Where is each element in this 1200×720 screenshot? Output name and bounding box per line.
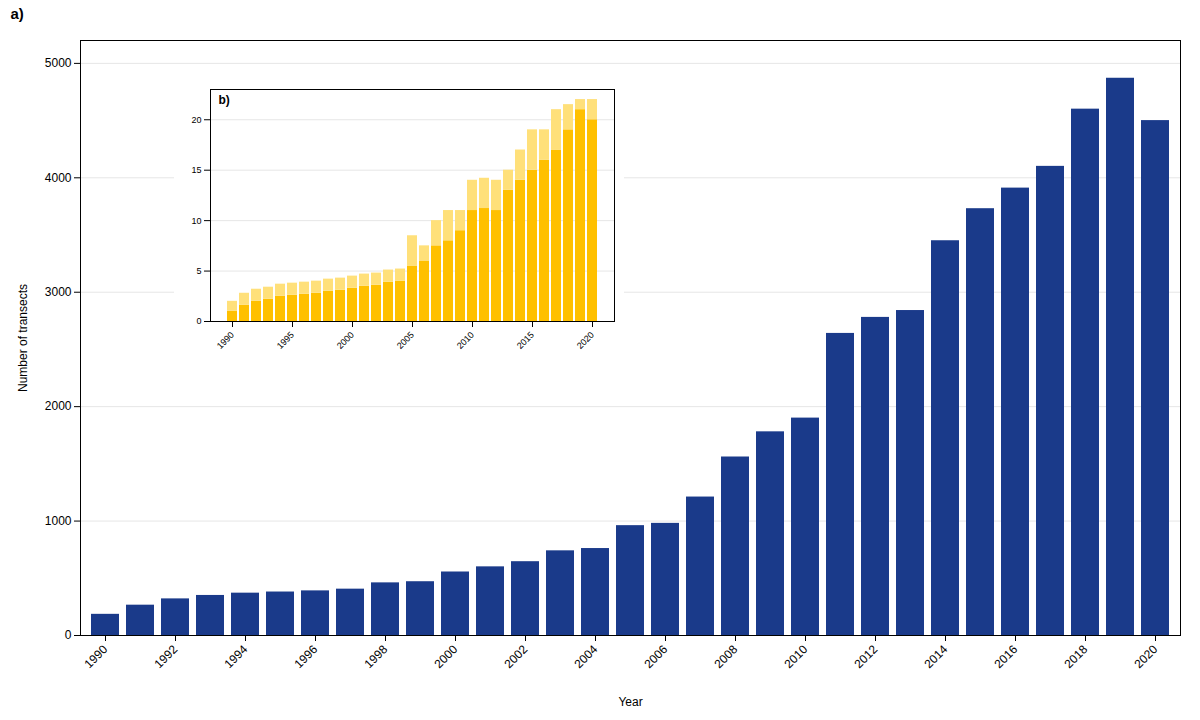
- svg-text:2012: 2012: [852, 642, 881, 671]
- svg-text:15: 15: [191, 165, 201, 175]
- svg-text:0: 0: [196, 316, 201, 326]
- svg-text:1990: 1990: [215, 330, 236, 351]
- svg-text:2016: 2016: [992, 642, 1021, 671]
- svg-text:2010: 2010: [782, 642, 811, 671]
- svg-text:1996: 1996: [292, 642, 321, 671]
- svg-text:2000: 2000: [45, 399, 72, 413]
- svg-text:3000: 3000: [45, 285, 72, 299]
- svg-text:2015: 2015: [515, 330, 536, 351]
- svg-text:2006: 2006: [642, 642, 671, 671]
- svg-text:2002: 2002: [502, 642, 531, 671]
- svg-text:1000: 1000: [45, 514, 72, 528]
- svg-text:2000: 2000: [335, 330, 356, 351]
- svg-text:1998: 1998: [362, 642, 391, 671]
- svg-text:20: 20: [191, 115, 201, 125]
- svg-text:4000: 4000: [45, 171, 72, 185]
- svg-text:1990: 1990: [82, 642, 111, 671]
- svg-text:0: 0: [65, 628, 72, 642]
- svg-text:b): b): [219, 93, 230, 107]
- svg-text:2020: 2020: [1132, 642, 1161, 671]
- svg-text:2020: 2020: [575, 330, 596, 351]
- svg-text:Number of transects: Number of transects: [16, 284, 30, 392]
- svg-text:2004: 2004: [572, 642, 601, 671]
- svg-text:Year: Year: [618, 695, 642, 709]
- svg-text:5000: 5000: [45, 56, 72, 70]
- svg-text:2005: 2005: [395, 330, 416, 351]
- svg-text:2018: 2018: [1062, 642, 1091, 671]
- svg-text:1992: 1992: [152, 642, 181, 671]
- svg-text:a): a): [11, 5, 24, 22]
- svg-text:2000: 2000: [432, 642, 461, 671]
- svg-text:5: 5: [196, 266, 201, 276]
- svg-text:2010: 2010: [455, 330, 476, 351]
- svg-text:1994: 1994: [222, 642, 251, 671]
- svg-text:1995: 1995: [275, 330, 296, 351]
- svg-text:2014: 2014: [922, 642, 951, 671]
- svg-text:10: 10: [191, 216, 201, 226]
- svg-text:2008: 2008: [712, 642, 741, 671]
